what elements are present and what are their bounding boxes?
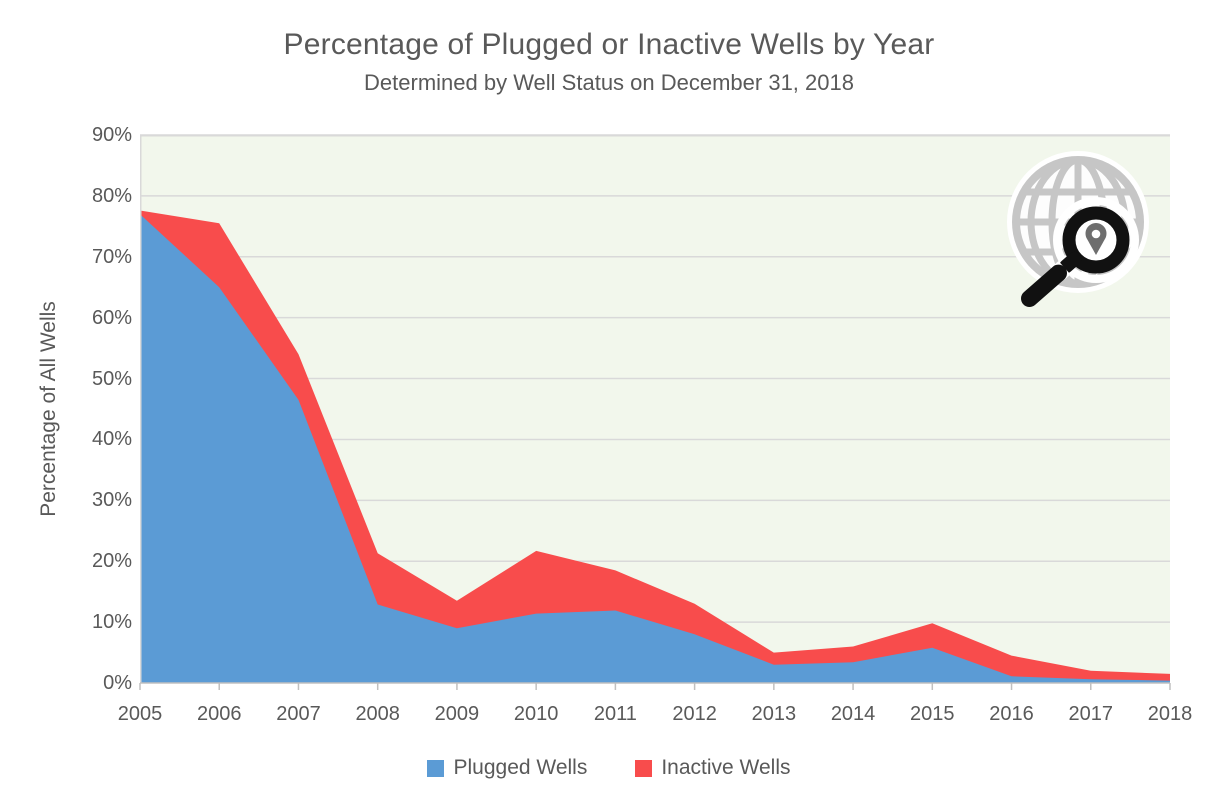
y-axis-tick-label: 40% <box>91 428 132 451</box>
x-axis-tick-label: 2017 <box>1068 703 1114 725</box>
x-axis-tick-label: 2013 <box>751 703 797 725</box>
legend-swatch-icon <box>427 759 445 777</box>
legend-label: Plugged Wells <box>453 756 588 779</box>
y-axis-tick-label: 30% <box>91 489 132 512</box>
area-plugged-wells <box>140 214 1170 683</box>
x-axis-tick-label: 2008 <box>355 703 400 725</box>
x-axis-tick-label: 2015 <box>910 703 955 725</box>
location-pin-icon <box>1085 223 1107 255</box>
legend-swatch-icon <box>635 759 653 777</box>
y-axis-tick-label: 0% <box>103 672 132 694</box>
chart-subtitle: Determined by Well Status on December 31… <box>364 70 854 95</box>
y-axis-title: Percentage of All Wells <box>37 301 60 517</box>
magnifier-icon <box>1021 197 1139 307</box>
y-axis-tick-label: 10% <box>91 611 132 634</box>
y-axis-tick-label: 90% <box>91 124 132 146</box>
plot-area <box>139 134 1171 690</box>
x-axis-tick-label: 2010 <box>513 703 559 725</box>
globe-location-search-logo <box>1007 151 1149 307</box>
chart-title: Percentage of Plugged or Inactive Wells … <box>283 28 935 61</box>
y-axis-tick-label: 50% <box>91 367 132 390</box>
legend: Plugged Wells Inactive Wells <box>0 753 1218 783</box>
x-axis-tick-label: 2012 <box>672 703 717 725</box>
x-axis-tick-label: 2018 <box>1147 703 1193 725</box>
legend-item: Plugged Wells <box>427 756 587 780</box>
x-axis-tick-label: 2009 <box>434 703 480 725</box>
y-axis-tick-label: 60% <box>91 306 132 329</box>
legend-label: Inactive Wells <box>661 756 791 779</box>
x-axis-tick-label: 2007 <box>276 703 321 725</box>
x-axis-tick-label: 2006 <box>196 703 242 725</box>
y-axis-tick-label: 70% <box>91 245 132 268</box>
x-axis-tick-label: 2016 <box>989 703 1034 725</box>
x-axis-tick-label: 2011 <box>593 703 637 725</box>
y-axis-tick-label: 80% <box>91 184 132 207</box>
x-axis-tick-label: 2014 <box>830 703 876 725</box>
y-axis-tick-label: 20% <box>91 550 132 573</box>
x-axis-tick-label: 2005 <box>117 703 163 725</box>
legend-item: Inactive Wells <box>635 756 791 780</box>
